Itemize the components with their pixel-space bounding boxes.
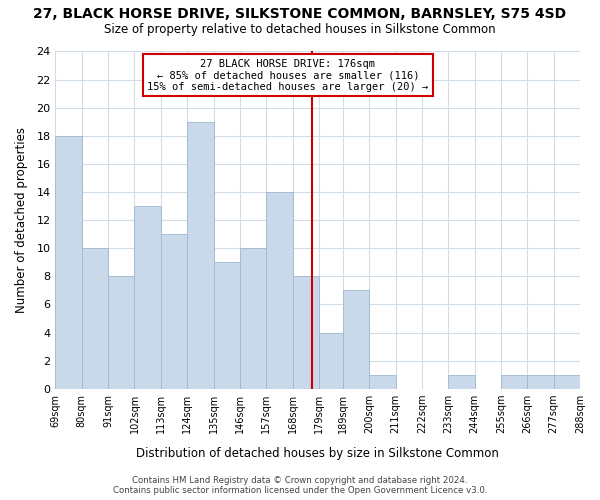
Bar — [448, 374, 475, 389]
Bar — [214, 262, 240, 389]
Bar — [343, 290, 369, 389]
Bar — [240, 248, 266, 389]
Text: 27, BLACK HORSE DRIVE, SILKSTONE COMMON, BARNSLEY, S75 4SD: 27, BLACK HORSE DRIVE, SILKSTONE COMMON,… — [34, 8, 566, 22]
Text: Contains HM Land Registry data © Crown copyright and database right 2024.
Contai: Contains HM Land Registry data © Crown c… — [113, 476, 487, 495]
Bar — [134, 206, 161, 389]
Bar — [554, 374, 580, 389]
X-axis label: Distribution of detached houses by size in Silkstone Common: Distribution of detached houses by size … — [136, 447, 499, 460]
Text: 27 BLACK HORSE DRIVE: 176sqm
← 85% of detached houses are smaller (116)
15% of s: 27 BLACK HORSE DRIVE: 176sqm ← 85% of de… — [147, 58, 428, 92]
Bar — [293, 276, 319, 389]
Bar — [527, 374, 554, 389]
Bar — [187, 122, 214, 389]
Y-axis label: Number of detached properties: Number of detached properties — [15, 127, 28, 313]
Bar — [369, 374, 395, 389]
Bar — [501, 374, 527, 389]
Bar — [82, 248, 108, 389]
Text: Size of property relative to detached houses in Silkstone Common: Size of property relative to detached ho… — [104, 22, 496, 36]
Bar — [161, 234, 187, 389]
Bar — [108, 276, 134, 389]
Bar — [266, 192, 293, 389]
Bar — [319, 332, 343, 389]
Bar — [55, 136, 82, 389]
